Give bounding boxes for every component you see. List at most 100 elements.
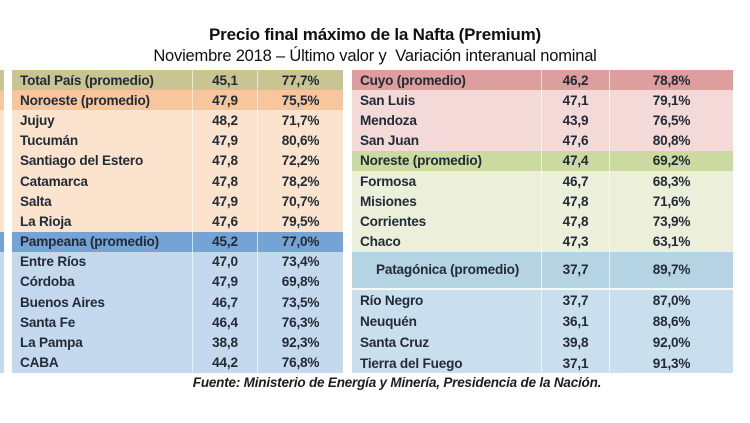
province-label: CABA [12,352,193,373]
variation-value: 78,2% [281,173,320,189]
edge-sliver [0,292,4,313]
variation-value: 91,3% [652,355,691,371]
price-value: 47,8 [193,170,258,192]
price-table-right: Cuyo (promedio) 46,2 78,8% San Luis 47,1 79,1… [352,70,733,374]
table-row: Buenos Aires 46,7 73,5% [12,292,343,313]
table-row: Formosa 46,7 68,3% [352,170,733,192]
table-row: Noreste (promedio) 47,4 69,2% [352,150,733,171]
table-row: Neuquén 36,1 88,6% [352,310,733,332]
province-label: Pampeana (promedio) [12,231,193,252]
price-value: 45,2 [193,231,258,252]
province-label: Santa Fe [12,312,193,333]
page-title: Precio final máximo de la Nafta (Premium… [209,25,541,44]
variation-value: 77,0% [281,234,320,250]
table-row: San Luis 47,1 79,1% [352,90,733,111]
table-row: Santiago del Estero 47,8 72,2% [12,150,343,171]
table-row: Río Negro 37,7 87,0% [352,290,733,311]
province-label: Santa Cruz [352,331,542,353]
price-value: 37,1 [542,352,610,374]
price-value: 47,1 [542,90,610,111]
province-label: Entre Ríos [12,251,193,272]
price-value: 47,6 [542,130,610,151]
price-value: 46,2 [542,70,610,91]
variation-value: 79,1% [652,92,691,108]
province-label: Cuyo (promedio) [352,70,542,91]
province-label: Total País (promedio) [12,70,193,91]
variation-value: 76,3% [281,314,320,330]
edge-sliver [0,231,4,252]
variation-value: 71,6% [652,193,691,209]
price-value: 47,9 [193,271,258,293]
variation-value: 80,8% [652,133,691,149]
variation-value: 80,6% [281,133,320,149]
price-value: 47,8 [542,211,610,232]
table-row: Tierra del Fuego 37,1 91,3% [352,352,733,374]
table-row: Noroeste (promedio) 47,9 75,5% [12,90,343,111]
edge-sliver [0,90,4,111]
province-label: Tucumán [12,130,193,151]
table-row: Salta 47,9 70,7% [12,191,343,212]
variation-value: 69,2% [652,153,691,169]
province-label: La Pampa [12,332,193,353]
price-value: 47,9 [193,130,258,151]
table-row: Entre Ríos 47,0 73,4% [12,251,343,272]
province-label: San Juan [352,130,542,151]
price-value: 45,1 [193,70,258,91]
variation-value: 78,8% [652,72,691,88]
left-edge-color-strip [0,70,4,373]
table-row: La Pampa 38,8 92,3% [12,332,343,353]
variation-value: 75,5% [281,92,320,108]
price-value: 39,8 [542,331,610,353]
table-row: Cuyo (promedio) 46,2 78,8% [352,70,733,91]
edge-sliver [0,271,4,293]
table-row: Santa Cruz 39,8 92,0% [352,331,733,353]
edge-sliver [0,110,4,131]
variation-value: 79,5% [281,213,320,229]
province-label: Tierra del Fuego [352,352,542,374]
price-value: 36,1 [542,310,610,332]
province-label: Buenos Aires [12,292,193,313]
variation-value: 77,7% [281,72,320,88]
province-label: Corrientes [352,211,542,232]
price-value: 47,8 [542,191,610,212]
table-row: Córdoba 47,9 69,8% [12,271,343,293]
table-row: Mendoza 43,9 76,5% [352,110,733,131]
province-label: Noroeste (promedio) [12,90,193,111]
variation-value: 87,0% [652,293,691,308]
edge-sliver [0,191,4,212]
table-row: Total País (promedio) 45,1 77,7% [12,70,343,91]
table-row: Santa Fe 46,4 76,3% [12,312,343,333]
province-label: Neuquén [352,310,542,332]
price-value: 37,7 [542,251,610,289]
price-value: 37,7 [542,290,610,311]
price-value: 47,3 [542,231,610,252]
province-label: Catamarca [12,170,193,192]
variation-value: 68,3% [652,173,691,189]
variation-value: 72,2% [281,153,320,169]
variation-value: 69,8% [281,274,320,290]
table-row: CABA 44,2 76,8% [12,352,343,373]
variation-value: 89,7% [652,262,691,278]
province-label: Córdoba [12,271,193,293]
price-value: 47,6 [193,211,258,232]
source-note: Fuente: Ministerio de Energía y Minería,… [192,375,602,390]
price-value: 46,7 [542,170,610,192]
province-label: Mendoza [352,110,542,131]
province-label: Santiago del Estero [12,150,193,171]
variation-value: 73,4% [281,254,320,270]
edge-sliver [0,352,4,373]
table-row: Corrientes 47,8 73,9% [352,211,733,232]
province-label: Chaco [352,231,542,252]
province-label: Salta [12,191,193,212]
province-label: Jujuy [12,110,193,131]
price-value: 46,7 [193,292,258,313]
variation-value: 88,6% [652,313,691,329]
variation-value: 73,9% [652,213,691,229]
table-row: Patagónica (promedio) 37,7 89,7% [352,251,733,291]
edge-sliver [0,211,4,232]
table-row: Tucumán 47,9 80,6% [12,130,343,151]
price-value: 46,4 [193,312,258,333]
variation-value: 76,5% [652,112,691,128]
price-value: 47,0 [193,251,258,272]
